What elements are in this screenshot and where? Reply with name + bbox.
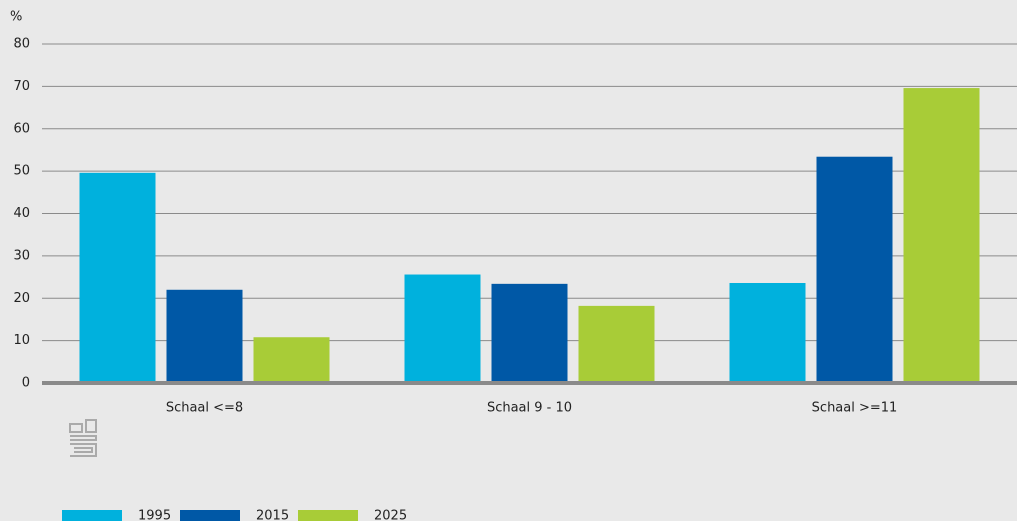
- y-tick-label: 30: [13, 248, 30, 263]
- y-tick-label: 40: [13, 206, 30, 221]
- bar: [729, 282, 806, 383]
- y-tick-label: 50: [13, 164, 30, 179]
- y-tick-label: 70: [13, 79, 30, 94]
- legend-swatch: [180, 510, 240, 521]
- bar: [491, 283, 568, 383]
- y-tick-label: 20: [13, 291, 30, 306]
- x-tick-label: Schaal <=8: [166, 401, 243, 416]
- legend-label: 1995: [138, 509, 171, 521]
- legend-label: 2025: [374, 509, 407, 521]
- bar: [903, 88, 980, 383]
- legend-swatch: [298, 510, 358, 521]
- y-tick-label: 60: [13, 121, 30, 136]
- bar: [404, 274, 481, 383]
- x-tick-label: Schaal 9 - 10: [487, 401, 572, 416]
- bar: [816, 156, 893, 383]
- bar: [79, 172, 156, 383]
- y-tick-label: 0: [22, 376, 30, 391]
- logo: [69, 419, 97, 457]
- y-unit: %: [10, 10, 22, 25]
- y-tick-label: 80: [13, 37, 30, 52]
- legend-swatch: [62, 510, 122, 521]
- x-tick-label: Schaal >=11: [812, 401, 898, 416]
- bar: [253, 337, 330, 383]
- y-tick-label: 10: [13, 333, 30, 348]
- legend-label: 2015: [256, 509, 289, 521]
- bar: [166, 289, 243, 383]
- bar: [578, 305, 655, 383]
